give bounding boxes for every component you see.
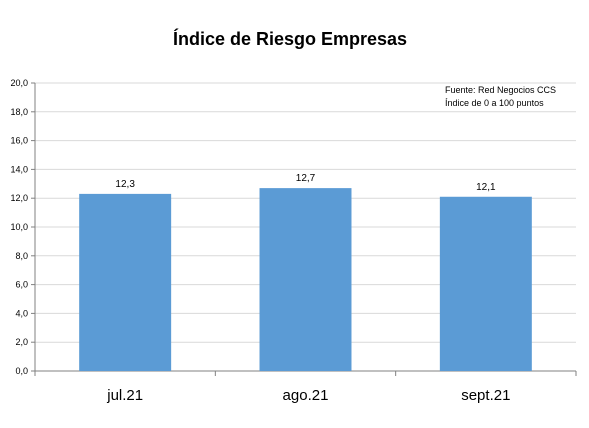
y-tick-label: 8,0 bbox=[15, 251, 28, 261]
scale-note: Índice de 0 a 100 puntos bbox=[445, 98, 544, 108]
y-tick-label: 12,0 bbox=[10, 193, 28, 203]
bar bbox=[79, 193, 172, 371]
bar bbox=[259, 188, 352, 371]
y-tick-label: 14,0 bbox=[10, 164, 28, 174]
data-label: 12,3 bbox=[115, 179, 135, 190]
source-note: Fuente: Red Negocios CCS bbox=[445, 85, 556, 95]
y-tick-label: 4,0 bbox=[15, 308, 28, 318]
y-tick-label: 18,0 bbox=[10, 107, 28, 117]
y-tick-label: 10,0 bbox=[10, 222, 28, 232]
bar bbox=[439, 196, 532, 371]
labels: 0,0 2,0 4,0 6,0 8,0 10,0 12,0 14,0 16,0 18,0 20,0 1… bbox=[10, 78, 510, 404]
x-category-label: sept.21 bbox=[461, 387, 510, 404]
y-tick-label: 16,0 bbox=[10, 136, 28, 146]
bars bbox=[79, 188, 532, 371]
x-category-label: ago.21 bbox=[283, 387, 329, 404]
chart-title: Índice de Riesgo Empresas bbox=[173, 28, 407, 49]
data-label: 12,1 bbox=[476, 182, 496, 193]
y-tick-label: 2,0 bbox=[15, 337, 28, 347]
data-label: 12,7 bbox=[296, 173, 316, 184]
x-category-label: jul.21 bbox=[106, 387, 143, 404]
y-tick-label: 6,0 bbox=[15, 280, 28, 290]
y-tick-label: 20,0 bbox=[10, 78, 28, 88]
y-tick-label: 0,0 bbox=[15, 366, 28, 376]
